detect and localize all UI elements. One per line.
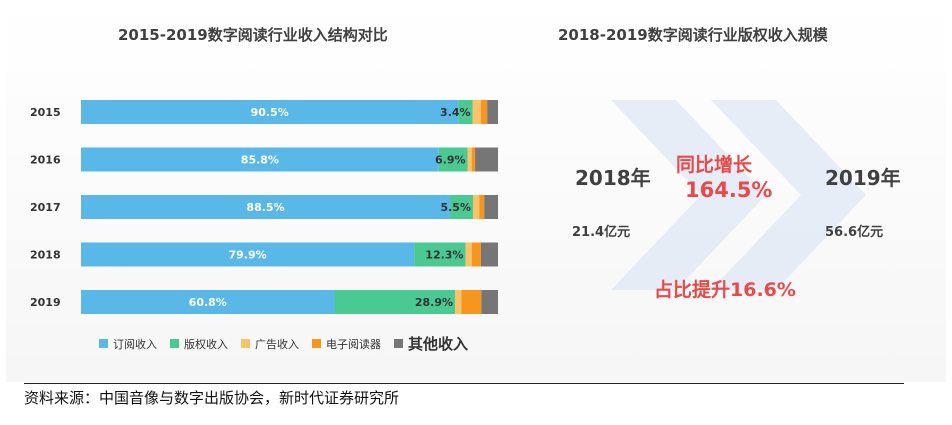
- data-label-2016-subscription: 85.8%: [241, 154, 279, 167]
- legend-label-subscription: 订阅收入: [113, 337, 157, 351]
- category-label-2016: 2016: [30, 154, 61, 167]
- category-label-2015: 2015: [30, 106, 61, 119]
- bar-2019-other: [481, 290, 498, 314]
- stacked-bar-chart: 2015 90.5% 3.4% 2016 85.8% 6.9% 2017 88.5% 5.5% 2…: [30, 100, 498, 314]
- value-2018: 21.4亿元: [572, 225, 631, 240]
- data-label-2019-subscription: 60.8%: [189, 296, 227, 309]
- data-label-2018-copyright: 12.3%: [425, 249, 463, 262]
- legend-label-advertising: 广告收入: [255, 337, 299, 351]
- data-label-2017-copyright: 5.5%: [440, 201, 471, 214]
- bar-2018-other: [480, 242, 498, 267]
- bar-2017-advertising: [472, 195, 480, 219]
- left-chart-title: 2015-2019数字阅读行业收入结构对比: [118, 26, 388, 44]
- data-label-2018-subscription: 79.9%: [229, 249, 267, 262]
- bar-2016-copyright: [438, 147, 468, 172]
- divider: [24, 383, 904, 384]
- bar-2019-copyright: [334, 290, 456, 314]
- bar-2017-ereader: [479, 195, 485, 219]
- legend-swatch-ereader: [312, 339, 321, 348]
- bar-2017-copyright: [450, 195, 473, 219]
- year-2019: 2019年: [825, 166, 901, 190]
- bar-2018-advertising: [465, 242, 472, 267]
- legend-item-ereader: 电子阅读器: [312, 336, 381, 352]
- legend-swatch-copyright: [170, 339, 179, 348]
- bar-2016-advertising: [467, 147, 472, 172]
- data-label-2015-subscription: 90.5%: [251, 106, 289, 119]
- bar-2019-ereader: [461, 290, 482, 314]
- bar-2016-other: [475, 147, 498, 172]
- legend-label-ereader: 电子阅读器: [326, 337, 381, 351]
- chevron-arrows-icon: [611, 100, 866, 290]
- share-increase: 占比提升16.6%: [654, 279, 796, 301]
- year-2018: 2018年: [575, 166, 651, 190]
- copyright-revenue-panel: 2018年 2019年 21.4亿元 56.6亿元 同比增长 164.5% 占比…: [546, 60, 946, 340]
- data-label-2017-subscription: 88.5%: [246, 201, 284, 214]
- bar-2017-subscription: [81, 195, 451, 219]
- legend-item-subscription: 订阅收入: [99, 336, 157, 352]
- bar-2018-copyright: [414, 242, 466, 267]
- data-label-2016-copyright: 6.9%: [435, 154, 466, 167]
- value-2019: 56.6亿元: [825, 225, 884, 240]
- data-label-2015-copyright: 3.4%: [440, 106, 471, 119]
- legend-label-other: 其他收入: [408, 335, 469, 353]
- bar-2017-other: [484, 195, 498, 219]
- source-note: 资料来源：中国音像与数字出版协会，新时代证券研究所: [24, 389, 400, 407]
- bar-2019-advertising: [455, 290, 462, 314]
- bar-2016-ereader: [471, 147, 476, 172]
- category-label-2019: 2019: [30, 296, 61, 309]
- legend-swatch-advertising: [241, 339, 250, 348]
- bar-2015-advertising: [472, 100, 481, 124]
- category-label-2018: 2018: [30, 249, 61, 262]
- figure: 2015-2019数字阅读行业收入结构对比 2018-2019数字阅读行业版权收…: [6, 0, 946, 382]
- bar-2015-copyright: [458, 100, 473, 124]
- growth-value: 164.5%: [685, 178, 773, 202]
- right-chart-title: 2018-2019数字阅读行业版权收入规模: [558, 26, 828, 44]
- bar-2016-subscription: [81, 147, 439, 172]
- legend-item-other: 其他收入: [394, 333, 468, 354]
- legend-item-advertising: 广告收入: [241, 336, 299, 352]
- growth-label: 同比增长: [676, 154, 753, 176]
- legend: 订阅收入 版权收入 广告收入 电子阅读器 其他收入: [99, 333, 481, 354]
- bar-2015-subscription: [81, 100, 459, 124]
- bar-2015-other: [487, 100, 498, 124]
- bar-2015-ereader: [480, 100, 488, 124]
- bar-2019-subscription: [81, 290, 335, 314]
- legend-swatch-subscription: [99, 339, 108, 348]
- legend-item-copyright: 版权收入: [170, 336, 228, 352]
- data-label-2019-copyright: 28.9%: [415, 296, 453, 309]
- bar-2018-subscription: [81, 242, 415, 267]
- category-label-2017: 2017: [30, 201, 61, 214]
- bar-2018-ereader: [471, 242, 481, 267]
- legend-swatch-other: [394, 339, 403, 348]
- legend-label-copyright: 版权收入: [184, 337, 228, 351]
